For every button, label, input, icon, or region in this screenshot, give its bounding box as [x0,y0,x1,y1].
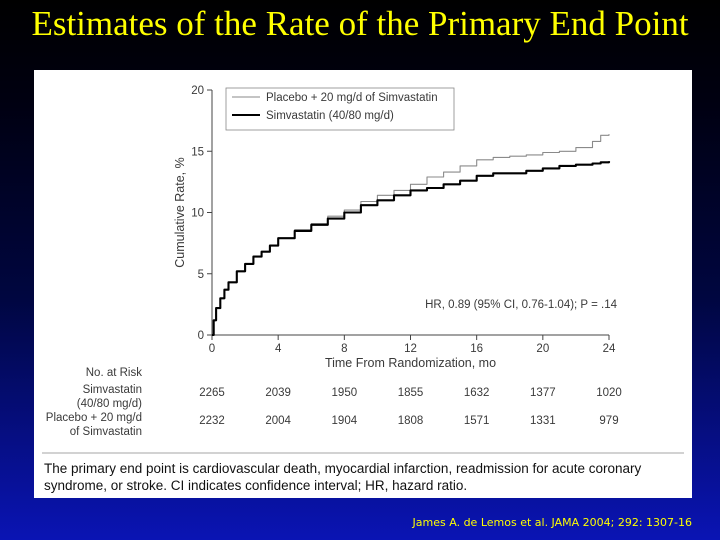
y-tick-label: 20 [191,85,204,97]
at-risk-value: 1377 [530,387,556,399]
y-tick-label: 10 [191,208,204,220]
y-tick-label: 5 [198,269,204,281]
x-tick-label: 4 [275,343,282,355]
figure-panel: 0 5 10 15 20 0 4 8 12 16 20 24 Time From Randomizati… [34,70,692,498]
legend-box [225,87,455,131]
x-axis-label: Time From Randomization, mo [325,356,496,370]
x-tick-label: 24 [603,343,616,355]
at-risk-value: 1571 [464,415,490,427]
at-risk-value: 1950 [332,387,358,399]
at-risk-value: 2039 [265,387,291,399]
at-risk-title: No. at Risk [86,367,142,379]
at-risk-value: 1855 [398,387,424,399]
at-risk-row-label: Simvastatin [83,384,142,396]
at-risk-row-label: Placebo + 20 mg/d [46,412,142,424]
at-risk-value: 979 [599,415,618,427]
at-risk-value: 2004 [265,415,291,427]
y-tick-label: 0 [198,330,204,342]
at-risk-row-label: (40/80 mg/d) [77,398,142,410]
x-tick-label: 8 [341,343,347,355]
y-tick-label: 15 [191,146,204,158]
at-risk-row-label: of Simvastatin [70,426,142,438]
x-tick-label: 0 [209,343,215,355]
y-axis-label: Cumulative Rate, % [173,157,187,267]
at-risk-value: 1808 [398,415,424,427]
x-tick-label: 12 [404,343,417,355]
figure-caption: The primary end point is cardiovascular … [44,461,642,493]
at-risk-value: 2265 [199,387,225,399]
hr-annotation: HR, 0.89 (95% CI, 0.76-1.04); P = .14 [425,299,617,311]
legend-label-2: Simvastatin (40/80 mg/d) [266,110,394,122]
at-risk-value: 1632 [464,387,490,399]
series-line-2 [212,161,611,337]
slide-title: Estimates of the Rate of the Primary End… [31,4,689,43]
citation: James A. de Lemos et al. JAMA 2004; 292:… [412,516,692,529]
at-risk-value: 1331 [530,415,556,427]
x-tick-label: 20 [536,343,549,355]
at-risk-value: 1020 [596,387,622,399]
at-risk-value: 1904 [332,415,358,427]
at-risk-value: 2232 [199,415,225,427]
x-tick-label: 16 [470,343,483,355]
legend-label-1: Placebo + 20 mg/d of Simvastatin [266,92,438,104]
